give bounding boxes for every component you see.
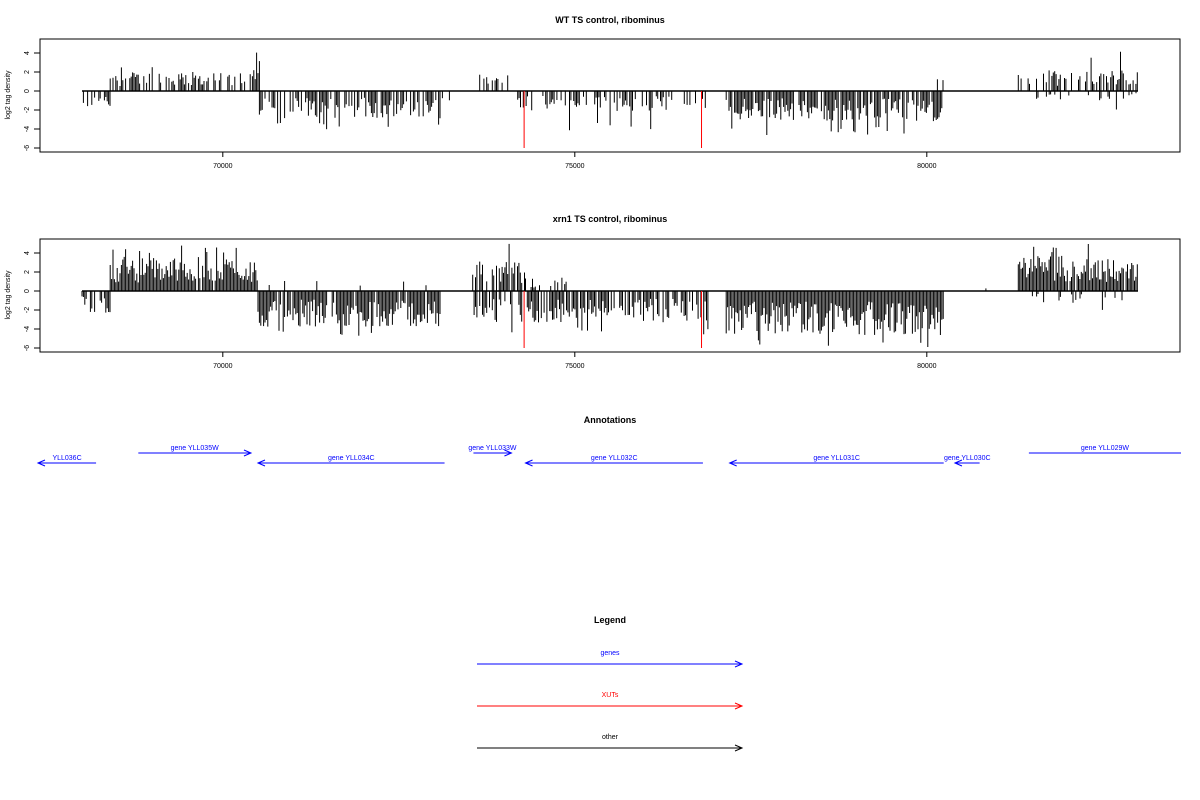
annotation-arrowhead [728, 459, 737, 467]
y-tick-label: 4 [24, 51, 31, 55]
legend-label: other [602, 734, 619, 741]
legend-title: Legend [594, 615, 626, 625]
panel-1-plot-area: -6 -4 -2 0 2 4 70000 75000 80000 [24, 51, 1138, 170]
y-tick-label: 2 [24, 270, 31, 274]
annotation-arrowhead [504, 449, 513, 457]
y-tick-label: -6 [24, 345, 31, 351]
y-tick-label: -2 [24, 107, 31, 113]
x-tick-label: 75000 [565, 363, 585, 370]
annotation-arrowhead [243, 449, 253, 457]
annotation-label: gene YLL033W [468, 445, 517, 452]
legend: genes XUTs other [477, 650, 744, 752]
annotations-title: Annotations [584, 415, 637, 425]
panel-2-title: xrn1 TS control, ribominus [553, 214, 668, 224]
y-tick-label: 0 [24, 89, 31, 93]
x-tick-label: 75000 [565, 163, 585, 170]
annotation-label: gene YLL031C [813, 455, 860, 462]
annotation-arrowhead [256, 459, 266, 467]
y-tick-label: -4 [24, 126, 31, 132]
annotation-label: gene YLL030C [944, 455, 991, 462]
x-tick-label: 80000 [917, 163, 937, 170]
legend-label: XUTs [602, 692, 619, 699]
annotation-label: gene YLL034C [328, 455, 375, 462]
annotation-label: YLL036C [52, 455, 81, 462]
annotation-arrowhead [953, 459, 963, 467]
annotation-arrowhead [36, 459, 46, 467]
panel-1-ylabel: log2 tag density [5, 70, 12, 120]
x-tick-label: 70000 [213, 363, 233, 370]
annotation-label: gene YLL029W [1081, 445, 1130, 452]
x-tick-label: 70000 [213, 163, 233, 170]
legend-arrowhead [734, 744, 744, 752]
legend-arrowhead [734, 660, 744, 668]
panel-2-ylabel: log2 tag density [5, 270, 12, 320]
panel-1-title: WT TS control, ribominus [555, 15, 665, 25]
x-tick-label: 80000 [917, 363, 937, 370]
legend-arrowhead [734, 702, 744, 710]
y-tick-label: -2 [24, 307, 31, 313]
y-tick-label: -6 [24, 145, 31, 151]
annotation-arrowhead [524, 459, 533, 467]
y-tick-label: 4 [24, 251, 31, 255]
y-tick-label: -4 [24, 326, 31, 332]
annotations-track: YLL036C gene YLL035W gene YLL034C gene YLL0… [36, 445, 1181, 467]
annotation-label: gene YLL032C [591, 455, 638, 462]
y-tick-label: 0 [24, 289, 31, 293]
y-tick-label: 2 [24, 70, 31, 74]
panel-2-plot-area: -6 -4 -2 0 2 4 70000 75000 80000 [24, 243, 1138, 370]
legend-label: genes [600, 650, 620, 657]
annotation-label: gene YLL035W [171, 445, 220, 452]
